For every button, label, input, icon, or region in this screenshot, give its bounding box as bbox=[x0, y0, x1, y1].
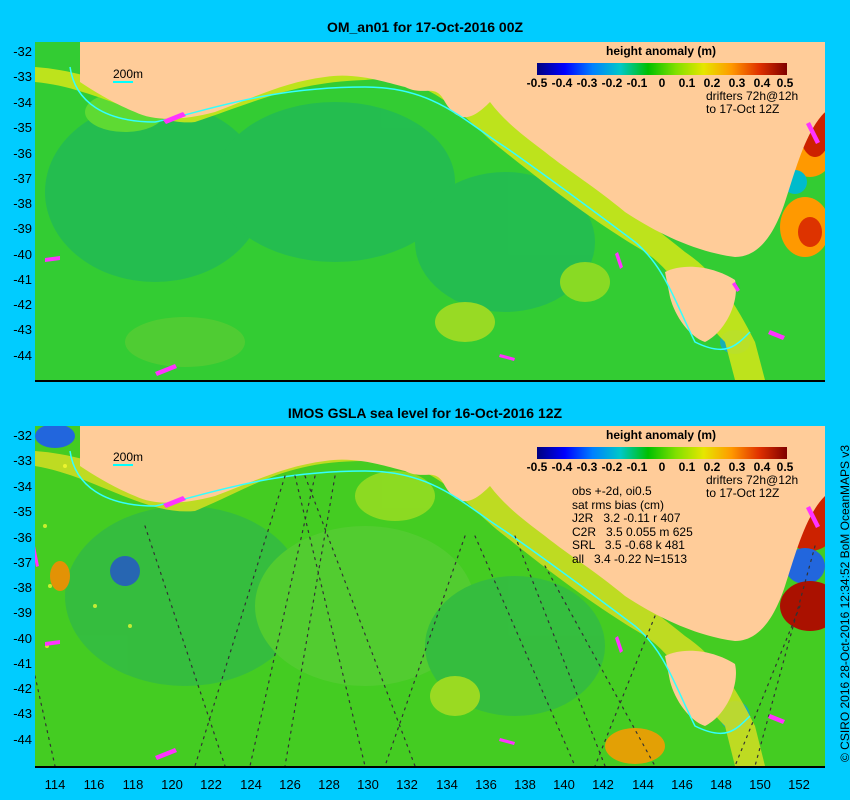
x-tick: 138 bbox=[514, 777, 536, 792]
colorbar-tick: 0.5 bbox=[776, 460, 794, 474]
y-tick: -35 bbox=[13, 120, 32, 135]
x-tick: 126 bbox=[279, 777, 301, 792]
y-tick: -35 bbox=[13, 504, 32, 519]
bottom-map-canvas bbox=[35, 426, 825, 766]
stats-line: obs +-2d, oi0.5 bbox=[572, 484, 652, 498]
bottom-scale-label: 200m bbox=[113, 450, 144, 464]
bottom-map[interactable] bbox=[35, 426, 825, 768]
y-tick: -41 bbox=[13, 272, 32, 287]
x-tick: 146 bbox=[671, 777, 693, 792]
stats-row: all 3.4 -0.22 N=1513 bbox=[572, 551, 688, 566]
y-tick: -44 bbox=[13, 348, 32, 363]
y-tick: -33 bbox=[13, 453, 32, 468]
x-tick: 140 bbox=[553, 777, 575, 792]
colorbar-tick: -0.3 bbox=[576, 76, 598, 90]
y-tick: -34 bbox=[13, 479, 32, 494]
y-tick: -39 bbox=[13, 221, 32, 236]
x-tick: 128 bbox=[318, 777, 340, 792]
colorbar-tick: -0.4 bbox=[551, 76, 573, 90]
x-tick: 136 bbox=[475, 777, 497, 792]
x-tick: 120 bbox=[161, 777, 183, 792]
top-map-canvas bbox=[35, 42, 825, 380]
top-scale-line bbox=[113, 81, 133, 83]
y-tick: -38 bbox=[13, 196, 32, 211]
y-tick: -36 bbox=[13, 530, 32, 545]
bottom-scale-line bbox=[113, 464, 133, 466]
y-tick: -42 bbox=[13, 297, 32, 312]
x-tick: 118 bbox=[122, 777, 144, 792]
stats-row: J2R 3.2 -0.11 r 407 bbox=[572, 511, 681, 525]
y-tick: -44 bbox=[13, 732, 32, 747]
top-scale-label: 200m bbox=[113, 67, 144, 81]
x-tick: 152 bbox=[788, 777, 810, 792]
drifters-line2: to 17-Oct 12Z bbox=[706, 102, 780, 116]
top-drifters-legend: drifters 72h@12h to 17-Oct 12Z bbox=[706, 90, 798, 116]
x-tick: 122 bbox=[200, 777, 222, 792]
y-tick: -36 bbox=[13, 146, 32, 161]
colorbar-tick: 0.4 bbox=[753, 76, 771, 90]
y-tick: -40 bbox=[13, 247, 32, 262]
y-tick: -42 bbox=[13, 681, 32, 696]
x-tick: 142 bbox=[592, 777, 614, 792]
x-tick: 150 bbox=[749, 777, 771, 792]
x-tick: 148 bbox=[710, 777, 732, 792]
colorbar-tick: 0.2 bbox=[703, 460, 721, 474]
x-tick: 134 bbox=[436, 777, 458, 792]
top-panel-title: OM_an01 for 17-Oct-2016 00Z bbox=[326, 19, 524, 35]
x-tick: 116 bbox=[83, 777, 105, 792]
colorbar-tick: -0.4 bbox=[551, 460, 573, 474]
colorbar-tick: 0.1 bbox=[678, 460, 696, 474]
top-colorbar-title: height anomaly (m) bbox=[605, 44, 716, 58]
drifters-line1: drifters 72h@12h bbox=[706, 473, 799, 487]
colorbar-tick: -0.5 bbox=[526, 460, 548, 474]
x-tick: 144 bbox=[632, 777, 654, 792]
y-tick: -32 bbox=[13, 44, 32, 59]
stats-row: C2R 3.5 0.055 m 625 bbox=[572, 524, 693, 539]
top-colorbar-gradient bbox=[537, 63, 787, 75]
y-tick: -33 bbox=[13, 69, 32, 84]
bias-stats: obs +-2d, oi0.5 sat rms bias (cm) J2R 3.… bbox=[572, 484, 693, 566]
y-tick: -32 bbox=[13, 428, 32, 443]
y-tick: -40 bbox=[13, 631, 32, 646]
colorbar-tick: -0.1 bbox=[626, 76, 648, 90]
colorbar-tick: 0.3 bbox=[728, 76, 746, 90]
x-tick: 132 bbox=[396, 777, 418, 792]
stats-line: sat rms bias (cm) bbox=[572, 497, 665, 512]
x-tick: 124 bbox=[240, 777, 262, 792]
y-tick: -37 bbox=[13, 171, 32, 186]
y-tick: -39 bbox=[13, 605, 32, 620]
bottom-panel-title: IMOS GSLA sea level for 16-Oct-2016 12Z bbox=[287, 405, 563, 421]
top-map[interactable] bbox=[35, 42, 825, 382]
colorbar-tick: -0.1 bbox=[626, 460, 648, 474]
y-tick: -43 bbox=[13, 706, 32, 721]
y-tick: -34 bbox=[13, 95, 32, 110]
colorbar-tick: -0.5 bbox=[526, 76, 548, 90]
bottom-drifters-legend: drifters 72h@12h to 17-Oct 12Z bbox=[706, 474, 798, 500]
colorbar-tick: -0.3 bbox=[576, 460, 598, 474]
colorbar-tick: 0.4 bbox=[753, 460, 771, 474]
stats-row: SRL 3.5 -0.68 k 481 bbox=[572, 538, 685, 552]
colorbar-tick: 0.3 bbox=[728, 460, 746, 474]
colorbar-tick: 0.2 bbox=[703, 76, 721, 90]
y-tick: -41 bbox=[13, 656, 32, 671]
x-tick: 130 bbox=[357, 777, 379, 792]
copyright-text: © CSIRO 2016 28-Oct-2016 12:34:52 BoM Oc… bbox=[838, 444, 850, 762]
colorbar-tick: 0.1 bbox=[678, 76, 696, 90]
x-tick: 114 bbox=[44, 777, 66, 792]
colorbar-tick: 0 bbox=[658, 460, 666, 474]
colorbar-tick: 0.5 bbox=[776, 76, 794, 90]
bottom-colorbar-title: height anomaly (m) bbox=[605, 428, 716, 442]
y-tick: -37 bbox=[13, 555, 32, 570]
drifters-line1: drifters 72h@12h bbox=[706, 89, 799, 103]
colorbar-tick: -0.2 bbox=[601, 460, 623, 474]
colorbar-tick: 0 bbox=[658, 76, 666, 90]
y-tick: -43 bbox=[13, 322, 32, 337]
drifters-line2: to 17-Oct 12Z bbox=[706, 486, 780, 500]
y-tick: -38 bbox=[13, 580, 32, 595]
bottom-colorbar-gradient bbox=[537, 447, 787, 459]
colorbar-tick: -0.2 bbox=[601, 76, 623, 90]
